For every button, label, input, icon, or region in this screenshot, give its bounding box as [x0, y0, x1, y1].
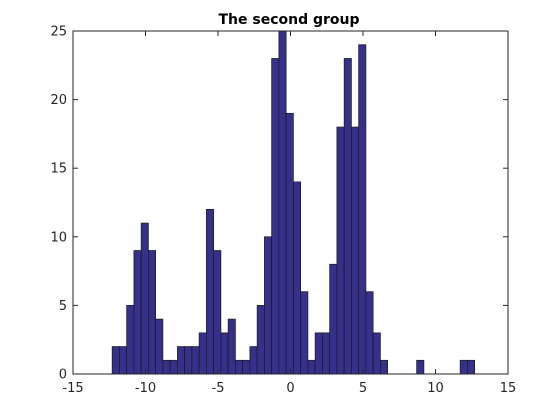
histogram-bar — [351, 126, 359, 375]
x-tick-label: -15 — [62, 381, 83, 396]
histogram-bar — [206, 209, 214, 375]
histogram-bar — [249, 346, 258, 375]
axes-layer: -15 -10 -5 0 5 10 15 0 5 10 15 20 25 — [50, 25, 516, 397]
histogram-bar — [256, 305, 265, 375]
histogram-bar — [372, 332, 381, 375]
y-tick-label: 10 — [50, 230, 67, 245]
histogram-bar — [198, 332, 207, 375]
histogram-bar — [148, 250, 156, 375]
y-tick-label: 15 — [50, 162, 67, 177]
x-tick-label: 15 — [500, 381, 517, 396]
histogram-bar — [336, 126, 345, 375]
histogram-bar — [119, 346, 128, 375]
histogram-bar — [467, 359, 475, 375]
histogram-bar — [278, 30, 287, 375]
histogram-bar — [235, 359, 243, 375]
histogram-bar — [358, 44, 367, 375]
x-tick-label: -5 — [212, 381, 225, 396]
y-tick-label: 20 — [50, 93, 67, 108]
histogram-bar — [227, 318, 236, 375]
x-tick-label: -10 — [135, 381, 156, 396]
histogram-bar — [140, 222, 149, 375]
histogram-bar — [213, 250, 222, 375]
histogram-bar — [242, 359, 251, 375]
histogram-bar — [365, 291, 374, 375]
histogram-bar — [184, 346, 193, 375]
histogram-bar — [271, 58, 280, 375]
histogram-bar — [314, 332, 323, 375]
histogram-bar — [126, 305, 135, 375]
histogram-bar — [380, 359, 388, 375]
y-tick-label: 0 — [59, 368, 67, 383]
histogram-bar — [177, 346, 185, 375]
histogram-bar — [191, 346, 200, 375]
y-tick-label: 5 — [59, 299, 67, 314]
histogram-bar — [416, 359, 425, 375]
histogram-bar — [264, 236, 272, 375]
histogram-bar — [162, 359, 171, 375]
histogram-bar — [285, 112, 294, 375]
histogram-bar — [329, 263, 338, 375]
histogram-bar — [155, 318, 164, 375]
histogram-bar — [322, 332, 330, 375]
x-tick-label: 10 — [427, 381, 444, 396]
histogram-bar — [307, 359, 316, 375]
x-tick-label: 0 — [286, 381, 294, 396]
histogram-bar — [459, 359, 468, 375]
histogram-bar — [111, 346, 120, 375]
bars-layer — [111, 30, 475, 375]
histogram-bar — [169, 359, 178, 375]
histogram-bar — [300, 291, 309, 375]
histogram-bar — [220, 332, 229, 375]
histogram-bar — [133, 250, 142, 375]
histogram-bar — [343, 58, 352, 375]
y-tick-label: 25 — [50, 25, 67, 40]
x-tick-label: 5 — [359, 381, 367, 396]
chart-title: The second group — [218, 12, 359, 28]
histogram-bar — [293, 181, 301, 375]
